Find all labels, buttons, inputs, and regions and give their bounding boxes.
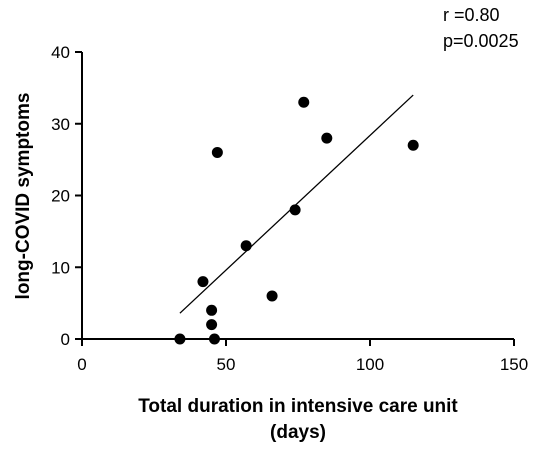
data-point bbox=[298, 96, 310, 108]
y-tick-label: 40 bbox=[51, 43, 70, 62]
data-point bbox=[211, 146, 223, 158]
data-point bbox=[174, 333, 186, 345]
regression-line bbox=[179, 94, 414, 314]
x-axis-title-line1: Total duration in intensive care unit bbox=[138, 396, 458, 417]
data-point bbox=[289, 204, 301, 216]
data-point bbox=[240, 240, 252, 252]
ticks: 0 50 100 150 0 10 20 30 40 bbox=[51, 43, 528, 374]
x-tick-label: 150 bbox=[500, 355, 528, 374]
data-point bbox=[206, 304, 218, 316]
data-point bbox=[197, 276, 209, 288]
x-tick-label: 100 bbox=[356, 355, 384, 374]
x-axis-title-line2: (days) bbox=[270, 422, 326, 443]
y-tick-label: 20 bbox=[51, 187, 70, 206]
axes bbox=[81, 52, 514, 340]
data-point bbox=[407, 139, 419, 151]
y-tick-label: 0 bbox=[61, 330, 70, 349]
regression-line-group bbox=[179, 94, 414, 314]
x-tick-label: 50 bbox=[217, 355, 236, 374]
y-tick-label: 30 bbox=[51, 115, 70, 134]
data-point bbox=[206, 319, 218, 331]
x-tick-label: 0 bbox=[77, 355, 86, 374]
data-point bbox=[321, 132, 333, 144]
data-point bbox=[266, 290, 278, 302]
data-point bbox=[208, 333, 220, 345]
y-axis-title: long-COVID symptoms bbox=[13, 93, 34, 300]
p-value-annotation: p=0.0025 bbox=[443, 31, 519, 51]
data-points bbox=[174, 96, 419, 345]
correlation-r-annotation: r =0.80 bbox=[443, 5, 500, 25]
y-tick-label: 10 bbox=[51, 258, 70, 277]
